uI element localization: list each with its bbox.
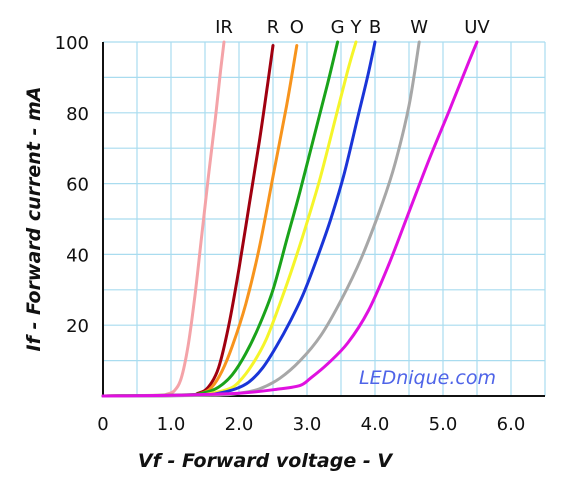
series-label-r: R — [267, 17, 280, 38]
x-tick-label: 1.0 — [157, 414, 186, 435]
series-lines — [101, 40, 479, 398]
x-tick-label: 6.0 — [497, 414, 526, 435]
series-label-b: B — [369, 17, 381, 38]
y-tick-label: 80 — [66, 104, 89, 125]
series-label-w: W — [410, 17, 428, 38]
y-tick-label: 60 — [66, 175, 89, 196]
series-label-g: G — [331, 17, 345, 38]
series-labels: IR R O G Y B W UV — [215, 17, 490, 38]
series-label-uv: UV — [464, 17, 490, 38]
y-tick-label: 20 — [66, 316, 89, 337]
watermark: LEDnique.com — [359, 367, 496, 389]
series-label-o: O — [290, 17, 304, 38]
y-tick-label: 40 — [66, 245, 89, 266]
x-axis-title: Vf - Forward voltage - V — [138, 450, 393, 472]
x-tick-label: 5.0 — [429, 414, 458, 435]
y-tick-label: 100 — [55, 33, 89, 54]
series-line-g — [101, 40, 340, 398]
x-tick-label: 4.0 — [361, 414, 390, 435]
series-label-ir: IR — [215, 17, 233, 38]
x-tick-label: 0 — [97, 414, 108, 435]
tick-labels: 0 1.0 2.0 3.0 4.0 5.0 6.0 20 40 60 80 100 — [55, 33, 526, 435]
grid — [103, 41, 546, 396]
series-label-y: Y — [349, 17, 362, 38]
series-line-uv — [101, 40, 479, 398]
series-line-o — [101, 44, 299, 398]
y-axis-title: If - Forward current - mA — [23, 87, 45, 352]
x-tick-label: 3.0 — [293, 414, 322, 435]
x-tick-label: 2.0 — [225, 414, 254, 435]
